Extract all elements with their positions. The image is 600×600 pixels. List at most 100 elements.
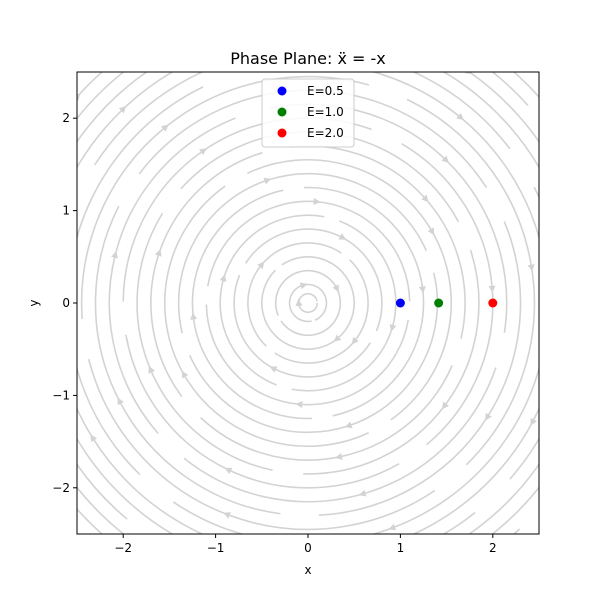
streamline (289, 145, 466, 339)
y-tick-label: 1 (62, 204, 70, 218)
stream-arrow (388, 523, 397, 531)
stream-arrow (117, 397, 124, 406)
streamline (288, 283, 328, 323)
legend-label: E=2.0 (307, 126, 344, 140)
stream-arrow (219, 274, 227, 282)
streamline (233, 274, 372, 378)
stream-arrow (418, 286, 426, 294)
streamline (244, 228, 383, 332)
stream-arrow (334, 452, 343, 460)
y-tick-label: −1 (52, 388, 70, 402)
stream-arrow (228, 557, 236, 564)
stream-arrow (488, 285, 496, 293)
stream-arrow (67, 259, 74, 266)
stream-arrow (530, 417, 537, 426)
y-axis-label: y (27, 299, 41, 306)
data-points (395, 298, 498, 308)
stream-arrow (161, 124, 169, 132)
x-axis: −2 −1 0 1 2 (114, 534, 497, 555)
data-point (488, 298, 498, 308)
stream-arrow (23, 275, 30, 282)
stream-arrow (299, 282, 308, 290)
streamline (183, 367, 497, 503)
stream-arrow (564, 237, 571, 245)
stream-arrow (577, 416, 583, 424)
stream-arrow (421, 194, 429, 203)
stream-arrow (358, 489, 367, 497)
y-axis: −2 −1 0 1 2 (52, 111, 77, 495)
stream-arrow (257, 261, 265, 270)
stream-arrow (295, 401, 303, 408)
streamline (303, 186, 425, 417)
stream-arrow (527, 264, 535, 272)
stream-arrow (441, 155, 450, 164)
stream-arrow (427, 227, 435, 236)
stream-arrow (344, 421, 353, 429)
streamline (188, 272, 439, 434)
x-tick-label: −1 (207, 541, 225, 555)
stream-arrow (154, 248, 162, 257)
stream-arrow (148, 365, 155, 374)
stream-arrow (456, 113, 464, 121)
streamline (219, 214, 325, 386)
stream-arrow (199, 148, 207, 156)
stream-arrow (263, 177, 272, 185)
streamline (291, 220, 397, 392)
stream-arrow (271, 6, 278, 13)
legend-marker (277, 86, 287, 96)
stream-arrow (90, 434, 98, 443)
stream-arrow (389, 324, 397, 332)
legend: E=0.5 E=1.0 E=2.0 (261, 78, 355, 148)
streamline (491, 486, 539, 534)
x-axis-label: x (304, 563, 311, 577)
streamline (274, 269, 342, 337)
stream-arrow (224, 467, 233, 475)
stream-arrow (77, 93, 81, 101)
stream-arrow (295, 298, 303, 307)
streamline (77, 72, 149, 520)
x-tick-label: 0 (304, 541, 312, 555)
stream-arrow (338, 233, 347, 240)
stream-arrow (269, 366, 278, 373)
streamline (191, 189, 313, 420)
legend-marker (277, 128, 287, 138)
data-point (395, 298, 405, 308)
streamline (94, 72, 511, 166)
legend-label: E=0.5 (307, 84, 344, 98)
x-tick-label: 1 (397, 541, 405, 555)
stream-arrow (313, 198, 321, 205)
streamline (94, 205, 281, 515)
stream-arrows (23, 6, 583, 564)
stream-arrow (485, 412, 492, 421)
streamline (77, 72, 529, 120)
streamline (77, 437, 476, 534)
streamline (297, 292, 319, 314)
streamline (442, 72, 539, 480)
stream-arrow (181, 370, 189, 379)
legend-marker (277, 107, 287, 117)
stream-arrow (223, 512, 231, 519)
y-tick-label: 0 (62, 296, 70, 310)
x-tick-label: −2 (114, 541, 132, 555)
streamline (406, 98, 536, 466)
stream-arrow (351, 336, 359, 345)
stream-arrow (118, 105, 127, 114)
y-tick-label: 2 (62, 111, 70, 125)
legend-label: E=1.0 (307, 105, 344, 119)
y-tick-label: −2 (52, 481, 70, 495)
streamline (87, 359, 436, 531)
streamline (77, 486, 125, 534)
stream-arrow (441, 401, 449, 410)
chart-title: Phase Plane: ẍ = -x (230, 49, 386, 68)
streamline (177, 172, 428, 334)
streamline (77, 86, 204, 476)
data-point (434, 298, 444, 308)
stream-arrow (111, 250, 118, 259)
stream-arrow (424, 554, 432, 560)
stream-arrow (464, 72, 473, 75)
stream-arrow (332, 284, 339, 293)
x-tick-label: 2 (489, 541, 497, 555)
stream-arrow (190, 312, 198, 320)
stream-arrow (333, 334, 342, 342)
